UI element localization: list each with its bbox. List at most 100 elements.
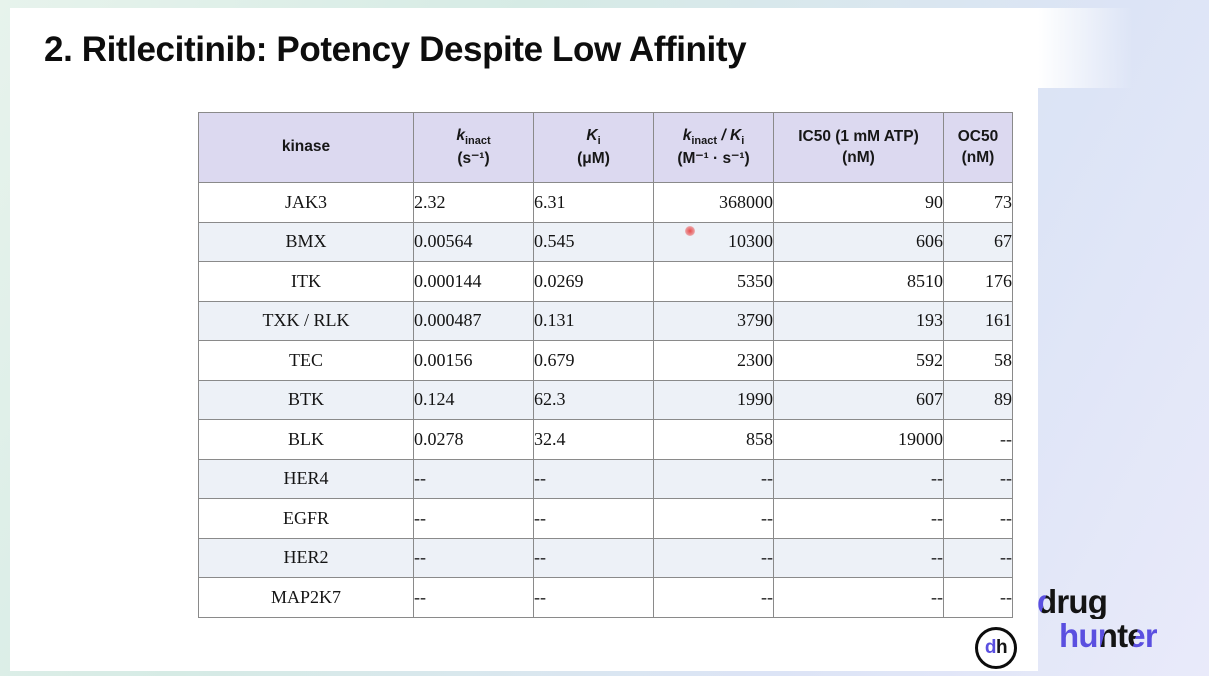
logo-line-drug: drug bbox=[1037, 583, 1108, 620]
ic50-cell: -- bbox=[773, 498, 944, 539]
kinase-cell: HER4 bbox=[198, 458, 414, 499]
ic50-cell: 607 bbox=[773, 379, 944, 420]
ratio-cell: 2300 bbox=[653, 340, 774, 381]
oc50-cell: 73 bbox=[943, 182, 1013, 223]
ratio-cell: 858 bbox=[653, 419, 774, 460]
kinase-cell: TEC bbox=[198, 340, 414, 381]
kinase-cell: BMX bbox=[198, 221, 414, 262]
header-symbol: kinact bbox=[418, 126, 529, 149]
kinase-cell: MAP2K7 bbox=[198, 577, 414, 618]
kinact-cell: 0.0278 bbox=[413, 419, 534, 460]
header-symbol: kinact / Ki bbox=[658, 126, 769, 149]
table-row: BTK 0.124 62.3 1990 607 89 bbox=[198, 379, 1013, 420]
header-unit: (nM) bbox=[961, 148, 995, 166]
header-row: kinase kinact (s⁻¹) Ki (μM) kinact / Ki … bbox=[198, 112, 1013, 183]
header-unit: (μM) bbox=[577, 149, 610, 167]
table-row: HER4 -- -- -- -- -- bbox=[198, 458, 1013, 499]
ki-cell: 62.3 bbox=[533, 379, 654, 420]
kinact-cell: 2.32 bbox=[413, 182, 534, 223]
col-header-kinact: kinact (s⁻¹) bbox=[413, 112, 534, 183]
ki-cell: -- bbox=[533, 577, 654, 618]
oc50-cell: 89 bbox=[943, 379, 1013, 420]
ki-symbol: K bbox=[586, 126, 598, 144]
kinact-cell: 0.00564 bbox=[413, 221, 534, 262]
drughunter-logo: drug hunter bbox=[1037, 583, 1158, 654]
oc50-cell: -- bbox=[943, 419, 1013, 460]
table-row: JAK3 2.32 6.31 368000 90 73 bbox=[198, 182, 1013, 223]
oc50-cell: -- bbox=[943, 458, 1013, 499]
kinact-cell: -- bbox=[413, 458, 534, 499]
ratio-cell: -- bbox=[653, 498, 774, 539]
ratio-cell: -- bbox=[653, 577, 774, 618]
kinact-cell: 0.00156 bbox=[413, 340, 534, 381]
header-unit: (s⁻¹) bbox=[457, 149, 490, 167]
kinase-cell: BTK bbox=[198, 379, 414, 420]
ic50-cell: 90 bbox=[773, 182, 944, 223]
table-row: TEC 0.00156 0.679 2300 592 58 bbox=[198, 340, 1013, 381]
ic50-cell: 19000 bbox=[773, 419, 944, 460]
oc50-cell: -- bbox=[943, 537, 1013, 578]
kinase-data-table: kinase kinact (s⁻¹) Ki (μM) kinact / Ki … bbox=[198, 112, 1013, 618]
table-row: EGFR -- -- -- -- -- bbox=[198, 498, 1013, 539]
ki-cell: -- bbox=[533, 498, 654, 539]
logo-line-hunter: hunter bbox=[1059, 617, 1158, 654]
table-row: ITK 0.000144 0.0269 5350 8510 176 bbox=[198, 261, 1013, 302]
header-label: IC50 (1 mM ATP) bbox=[798, 127, 919, 145]
ic50-cell: 592 bbox=[773, 340, 944, 381]
slide-title: 2. Ritlecitinib: Potency Despite Low Aff… bbox=[44, 30, 747, 69]
oc50-cell: 161 bbox=[943, 300, 1013, 341]
col-header-ratio: kinact / Ki (M⁻¹ · s⁻¹) bbox=[653, 112, 774, 183]
kinase-cell: TXK / RLK bbox=[198, 300, 414, 341]
col-header-ic50: IC50 (1 mM ATP) (nM) bbox=[773, 112, 944, 183]
kinase-cell: JAK3 bbox=[198, 182, 414, 223]
ratio-cell: -- bbox=[653, 537, 774, 578]
ki-cell: 0.0269 bbox=[533, 261, 654, 302]
ki-cell: -- bbox=[533, 537, 654, 578]
ki-cell: 0.679 bbox=[533, 340, 654, 381]
laser-pointer-dot bbox=[685, 226, 695, 236]
ic50-cell: -- bbox=[773, 577, 944, 618]
ic50-cell: -- bbox=[773, 458, 944, 499]
ki-cell: 32.4 bbox=[533, 419, 654, 460]
ic50-cell: 193 bbox=[773, 300, 944, 341]
header-label: kinase bbox=[281, 138, 331, 156]
kinact-cell: 0.124 bbox=[413, 379, 534, 420]
ki-cell: 6.31 bbox=[533, 182, 654, 223]
table-row: MAP2K7 -- -- -- -- -- bbox=[198, 577, 1013, 618]
col-header-oc50: OC50 (nM) bbox=[943, 112, 1013, 183]
col-header-ki: Ki (μM) bbox=[533, 112, 654, 183]
ratio-cell: 1990 bbox=[653, 379, 774, 420]
kinact-symbol: k bbox=[456, 126, 465, 144]
ic50-cell: 8510 bbox=[773, 261, 944, 302]
kinact-cell: -- bbox=[413, 537, 534, 578]
ratio-cell: 10300 bbox=[653, 221, 774, 262]
badge-letter-d: d bbox=[984, 637, 997, 658]
ratio-cell: 3790 bbox=[653, 300, 774, 341]
table-row: BMX 0.00564 0.545 10300 606 67 bbox=[198, 221, 1013, 262]
kinase-cell: EGFR bbox=[198, 498, 414, 539]
kinact-subscript: inact bbox=[691, 134, 718, 147]
oc50-cell: -- bbox=[943, 498, 1013, 539]
kinase-cell: HER2 bbox=[198, 537, 414, 578]
header-unit: (M⁻¹ · s⁻¹) bbox=[677, 149, 750, 167]
ratio-cell: 368000 bbox=[653, 182, 774, 223]
col-header-kinase: kinase bbox=[198, 112, 414, 183]
table-row: BLK 0.0278 32.4 858 19000 -- bbox=[198, 419, 1013, 460]
header-label: OC50 bbox=[957, 127, 999, 145]
ic50-cell: 606 bbox=[773, 221, 944, 262]
oc50-cell: 176 bbox=[943, 261, 1013, 302]
ratio-cell: 5350 bbox=[653, 261, 774, 302]
ki-cell: 0.545 bbox=[533, 221, 654, 262]
oc50-cell: 58 bbox=[943, 340, 1013, 381]
kinact-symbol: k bbox=[682, 126, 692, 144]
title-band-fade bbox=[1038, 8, 1133, 88]
table-row: TXK / RLK 0.000487 0.131 3790 193 161 bbox=[198, 300, 1013, 341]
ki-cell: -- bbox=[533, 458, 654, 499]
ic50-cell: -- bbox=[773, 537, 944, 578]
kinact-cell: 0.000144 bbox=[413, 261, 534, 302]
kinact-cell: -- bbox=[413, 577, 534, 618]
ki-symbol: / K bbox=[717, 126, 742, 144]
oc50-cell: 67 bbox=[943, 221, 1013, 262]
table-row: HER2 -- -- -- -- -- bbox=[198, 537, 1013, 578]
